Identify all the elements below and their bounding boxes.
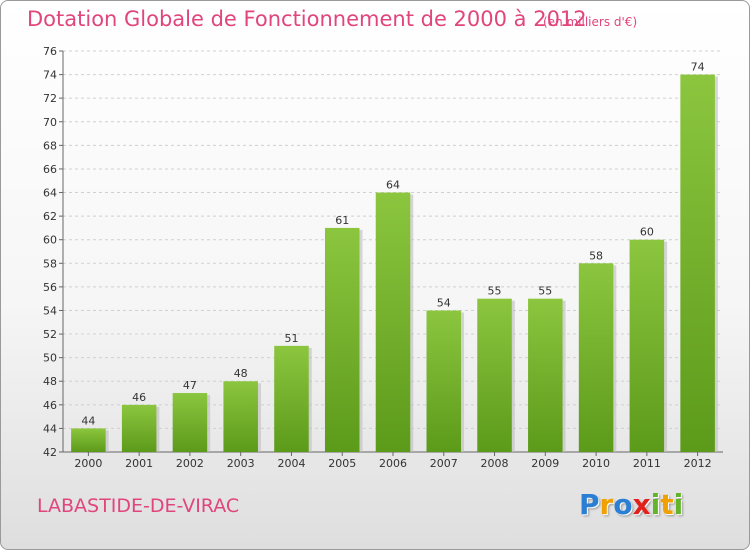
bar-2002 <box>172 393 208 452</box>
x-tick-label-2002: 2002 <box>176 457 204 470</box>
data-label-2005: 61 <box>335 214 349 227</box>
x-tick-label-2008: 2008 <box>481 457 509 470</box>
y-tick-label: 44 <box>43 422 57 435</box>
y-tick-label: 58 <box>43 257 57 270</box>
logo-letter: x <box>632 488 651 521</box>
x-tick-label-2005: 2005 <box>328 457 356 470</box>
bar-2001 <box>121 404 157 452</box>
x-tick-label-2006: 2006 <box>379 457 407 470</box>
labels: 42 44 46 48 50 52 54 56 58 60 62 64 66 68 70 72 74 76 44 20… <box>43 45 712 470</box>
x-tick-label-2010: 2010 <box>582 457 610 470</box>
commune-name: LABASTIDE-DE-VIRAC <box>37 495 240 517</box>
data-label-2001: 46 <box>132 391 146 404</box>
bars <box>71 74 718 453</box>
y-tick-label: 60 <box>43 234 57 247</box>
logo-letter: o <box>613 488 633 521</box>
chart-title: Dotation Globale de Fonctionnement de 20… <box>27 7 587 31</box>
bar-2003 <box>223 381 258 452</box>
x-tick-label-2001: 2001 <box>125 457 153 470</box>
bar-2005 <box>324 227 360 452</box>
y-tick-label: 72 <box>43 92 57 105</box>
proxiti-logo[interactable]: Proxiti <box>579 488 683 521</box>
data-label-2009: 55 <box>538 285 552 298</box>
y-tick-label: 48 <box>43 375 57 388</box>
y-tick-label: 64 <box>43 187 57 200</box>
data-label-2012: 74 <box>691 61 705 74</box>
bar-2012 <box>680 74 715 453</box>
x-tick-label-2009: 2009 <box>531 457 559 470</box>
y-tick-label: 52 <box>43 328 57 341</box>
data-label-2003: 48 <box>234 367 248 380</box>
y-tick-label: 68 <box>43 139 57 152</box>
y-tick-label: 56 <box>43 281 57 294</box>
x-tick-label-2011: 2011 <box>633 457 661 470</box>
data-label-2007: 54 <box>437 296 451 309</box>
logo-letter: P <box>579 488 600 521</box>
x-tick-label-2004: 2004 <box>277 457 305 470</box>
bar-2008 <box>477 298 512 452</box>
y-tick-label: 42 <box>43 446 57 459</box>
data-label-2000: 44 <box>81 414 95 427</box>
x-tick-label-2012: 2012 <box>684 457 712 470</box>
data-label-2011: 60 <box>640 226 654 239</box>
bar-2006 <box>375 192 411 452</box>
y-tick-label: 76 <box>43 45 57 58</box>
bar-2010 <box>578 263 614 452</box>
data-label-2010: 58 <box>589 249 603 262</box>
bar-2000 <box>71 428 106 452</box>
bar-2009 <box>528 298 563 452</box>
x-tick-label-2000: 2000 <box>74 457 102 470</box>
logo-letter: i <box>650 488 661 521</box>
logo-letter: i <box>673 488 684 521</box>
y-tick-label: 70 <box>43 116 57 129</box>
data-label-2002: 47 <box>183 379 197 392</box>
y-tick-label: 66 <box>43 163 57 176</box>
bar-2007 <box>426 310 462 452</box>
logo-letter: t <box>660 488 674 521</box>
logo-letter: r <box>599 488 614 521</box>
y-tick-label: 54 <box>43 304 57 317</box>
bar-2004 <box>274 345 309 452</box>
y-tick-label: 46 <box>43 399 57 412</box>
y-tick-label: 74 <box>43 69 57 82</box>
chart-subtitle: (en milliers d'€) <box>543 15 638 29</box>
y-tick-label: 50 <box>43 352 57 365</box>
x-tick-label-2007: 2007 <box>430 457 458 470</box>
bar-2011 <box>629 239 665 452</box>
x-tick-label-2003: 2003 <box>227 457 255 470</box>
data-label-2004: 51 <box>284 332 298 345</box>
data-label-2006: 64 <box>386 179 400 192</box>
data-label-2008: 55 <box>488 285 502 298</box>
y-tick-label: 62 <box>43 210 57 223</box>
